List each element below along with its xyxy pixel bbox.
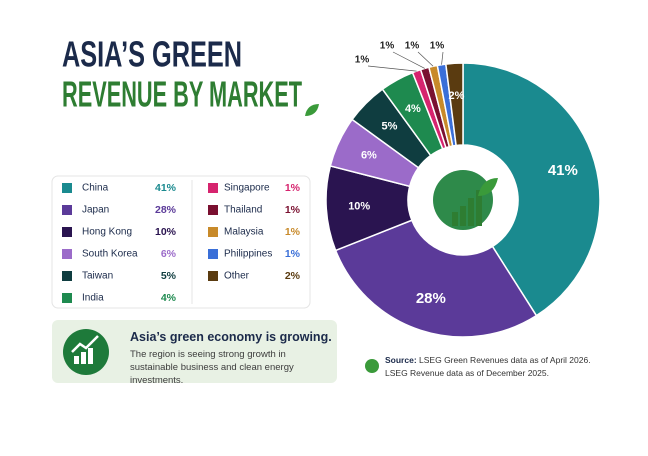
data-label: 2% [449,90,465,102]
callout-icon-arrow [71,335,99,353]
callout-text: The region is seeing strong growth in su… [130,349,294,386]
legend-label: Taiwan [82,271,113,282]
legend-label: Thailand [224,205,262,216]
legend-swatch [208,271,218,281]
donut [325,62,601,338]
data-label: 6% [361,150,377,162]
leader-line [367,65,417,72]
legend-swatch [62,293,72,303]
legend-value: 5% [161,270,177,282]
legend-swatch [208,249,218,259]
data-label: 5% [382,120,398,132]
data-label: 4% [405,103,421,115]
legend-swatch [62,205,72,215]
legend-swatch [208,227,218,237]
data-label: 1% [355,55,370,66]
legend-label: Malaysia [224,227,264,238]
slice [462,62,601,317]
title-line: ASIA’S GREEN [62,34,242,75]
data-label: 1% [405,41,420,52]
slice [444,62,464,147]
legend-label: Singapore [224,183,270,194]
legend-label: South Korea [82,249,138,260]
legend-label: Hong Kong [82,227,132,238]
callout-box [52,320,337,383]
legend-value: 1% [285,182,301,194]
legend-value: 1% [285,204,301,216]
legend-swatch [208,183,218,193]
legend-value: 1% [285,248,301,260]
legend-swatch [62,183,72,193]
legend-value: 6% [161,248,177,260]
legend-swatch [62,271,72,281]
source-label: Source: [385,355,417,365]
legend-label: Japan [82,205,109,216]
legend-box [51,175,311,309]
source-icon [365,359,379,373]
data-label: 10% [348,200,370,212]
legend-value: 2% [285,270,301,282]
center-bars [452,190,482,226]
data-label: 1% [380,41,395,52]
data-label: 28% [416,290,446,307]
legend-value: 4% [161,292,177,304]
callout-title: Asia’s green economy is growing. [130,330,332,344]
data-label: 41% [548,162,578,179]
title-line: REVENUE BY MARKET [62,74,302,115]
leader-line [441,51,444,65]
data-label: 1% [430,41,445,52]
legend-label: China [82,183,109,194]
legend-swatch [208,205,218,215]
callout-icon-bars [74,348,93,364]
slice [334,219,538,338]
legend-value: 41% [155,182,177,194]
source-line: LSEG Revenue data as of December 2025. [385,368,549,378]
source: Source: LSEG Green Revenues data as of A… [385,354,591,380]
source-line: LSEG Green Revenues data as of April 202… [419,355,591,365]
legend-swatch [62,227,72,237]
legend-value: 10% [155,226,177,238]
leader-line [417,51,434,67]
leader-line [392,51,425,69]
legend-label: India [82,293,104,304]
leaf-icon [305,104,319,116]
center-leaf [478,178,498,196]
legend-swatch [62,249,72,259]
legend-label: Other [224,271,250,282]
legend-value: 28% [155,204,177,216]
legend-value: 1% [285,226,301,238]
legend-label: Philippines [224,249,272,260]
